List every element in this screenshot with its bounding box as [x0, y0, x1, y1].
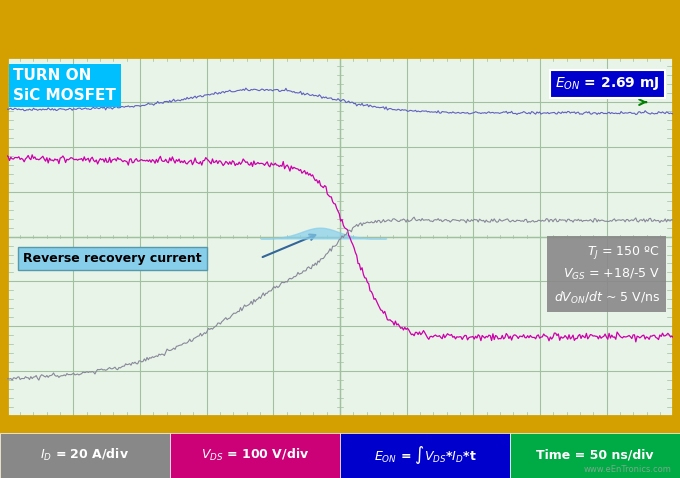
Text: $V_{DS}$ = 100 V/div: $V_{DS}$ = 100 V/div	[201, 447, 309, 463]
Text: $E_{ON}$ = $\int V_{DS}$*$I_D$*t: $E_{ON}$ = $\int V_{DS}$*$I_D$*t	[373, 444, 477, 467]
Bar	[340, 433, 510, 478]
Text: TURN ON
SiC MOSFET: TURN ON SiC MOSFET	[14, 68, 116, 103]
Text: Reverse recovery current: Reverse recovery current	[23, 251, 202, 265]
Text: Time = 50 ns/div: Time = 50 ns/div	[537, 449, 653, 462]
Bar	[510, 433, 680, 478]
Bar	[0, 433, 170, 478]
Text: $I_D$ = 20 A/div: $I_D$ = 20 A/div	[40, 447, 130, 463]
Text: www.eEnTronics.com: www.eEnTronics.com	[583, 466, 671, 474]
Bar	[170, 433, 340, 478]
Text: $E_{ON}$ = 2.69 mJ: $E_{ON}$ = 2.69 mJ	[555, 76, 660, 92]
Text: $T_J$ = 150 ºC
$V_{GS}$ = +18/-5 V
$dV_{ON}/dt$ ~ 5 V/ns: $T_J$ = 150 ºC $V_{GS}$ = +18/-5 V $dV_{…	[554, 244, 660, 306]
